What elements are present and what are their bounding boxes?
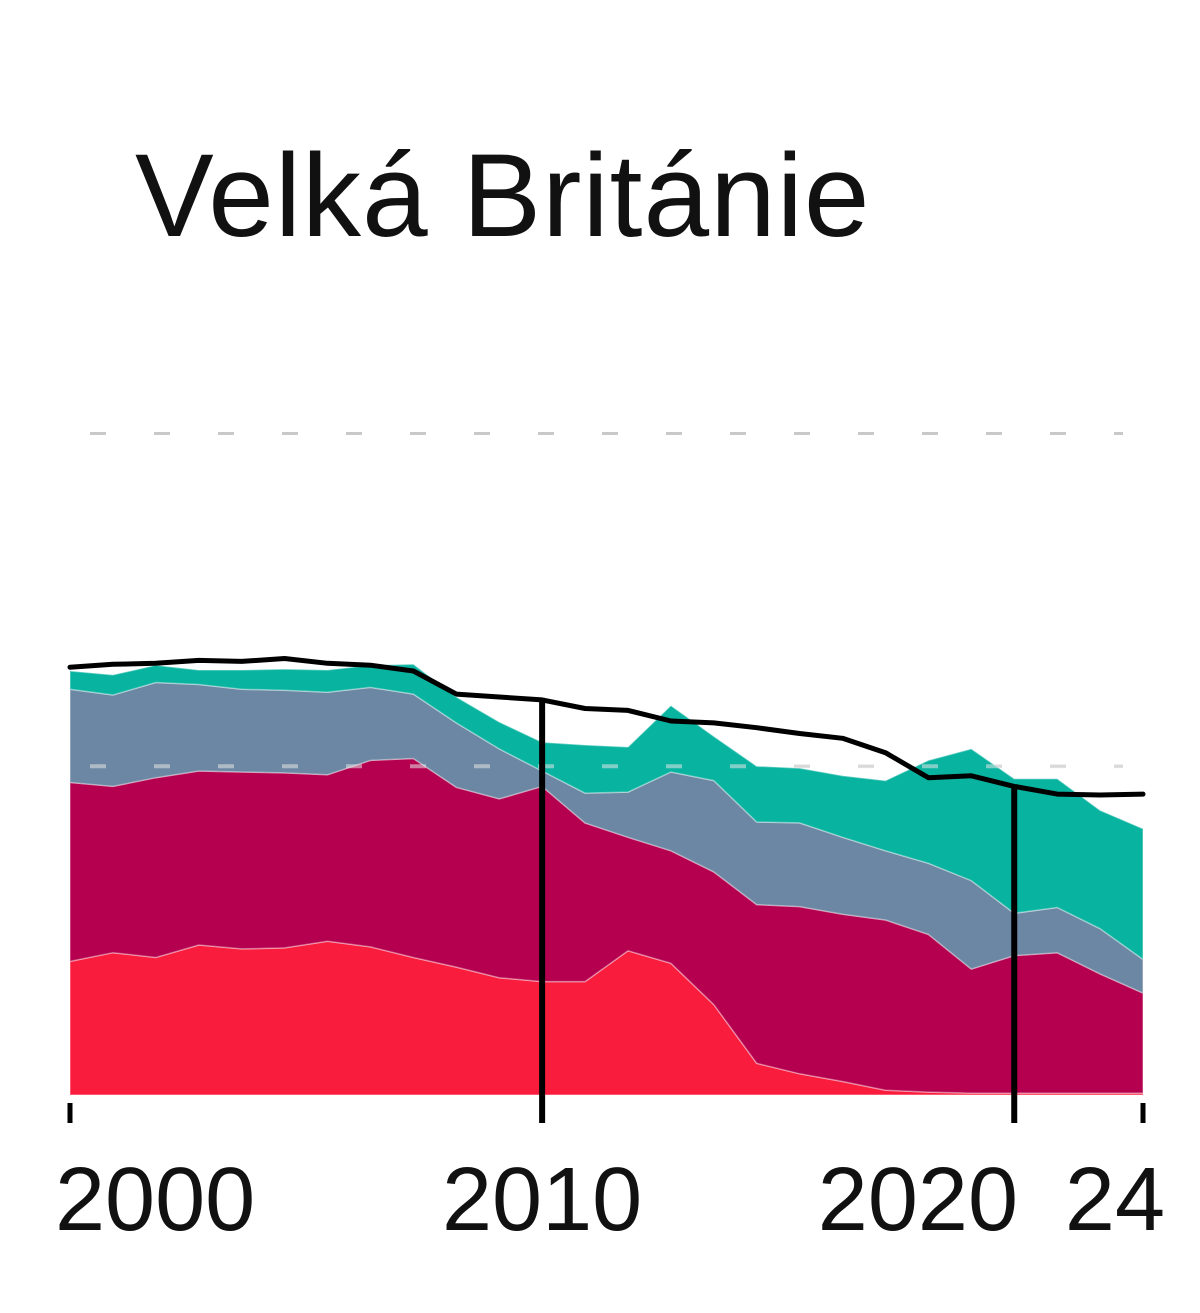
x-tick-label-2000: 2000 (55, 1150, 255, 1250)
area-series-2 (69, 757, 1144, 1094)
x-tick-label-2010: 2010 (442, 1150, 642, 1250)
area-series-group (69, 663, 1144, 1096)
vertical-markers (539, 697, 1018, 1123)
x-axis: 2000 2010 2020 24 (55, 1103, 1165, 1250)
x-tick-label-2020: 2020 (818, 1150, 1018, 1250)
chart-title: Velká Británie (135, 130, 871, 262)
total-line (67, 656, 1146, 798)
total-line-group (67, 656, 1146, 798)
x-tick-label-24: 24 (1065, 1150, 1165, 1250)
area-series-1 (69, 940, 1144, 1096)
